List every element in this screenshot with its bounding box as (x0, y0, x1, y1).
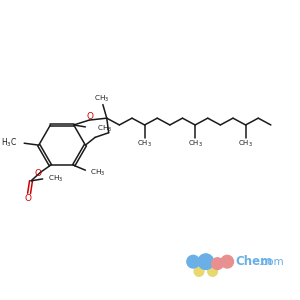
Text: CH$_3$: CH$_3$ (137, 138, 152, 148)
Text: Chem: Chem (235, 255, 272, 268)
Text: CH$_3$: CH$_3$ (238, 138, 253, 148)
Text: CH$_3$: CH$_3$ (97, 124, 112, 134)
Text: O: O (25, 194, 32, 203)
Text: CH$_3$: CH$_3$ (90, 168, 106, 178)
Text: CH$_3$: CH$_3$ (94, 94, 110, 104)
Circle shape (208, 266, 218, 276)
Text: CH$_3$: CH$_3$ (49, 174, 64, 184)
Text: CH$_3$: CH$_3$ (188, 138, 202, 148)
Text: .com: .com (259, 257, 285, 267)
Circle shape (198, 254, 214, 269)
Text: H$_3$C: H$_3$C (1, 137, 17, 149)
Circle shape (212, 258, 223, 269)
Circle shape (194, 266, 204, 276)
Text: O: O (87, 112, 94, 121)
Circle shape (221, 255, 233, 268)
Circle shape (187, 255, 200, 268)
Text: O: O (34, 169, 41, 178)
